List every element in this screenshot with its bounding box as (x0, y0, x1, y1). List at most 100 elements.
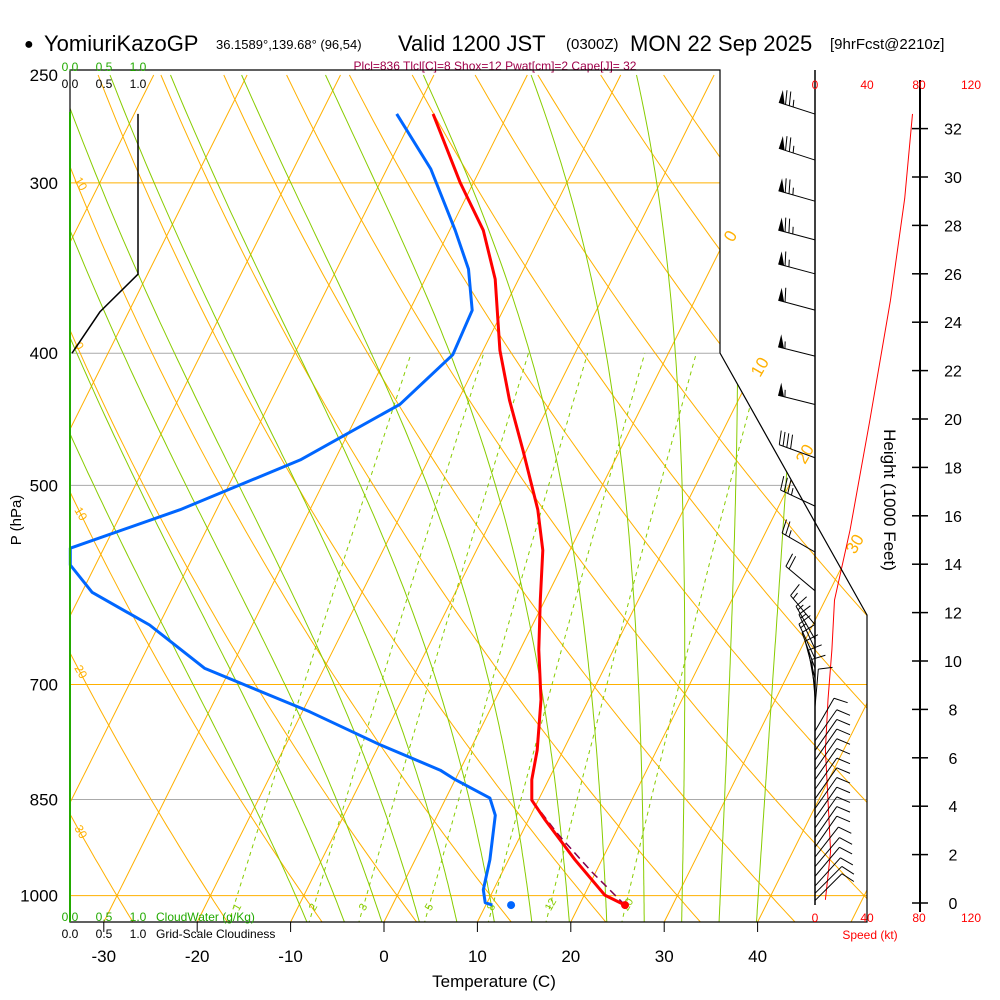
isotherm-label: 30 (842, 531, 868, 557)
dry-adiabat-line (411, 74, 867, 922)
mixing-ratio-line (423, 353, 589, 922)
barb-staff (814, 757, 838, 790)
barb-feather (784, 217, 787, 232)
wind-barb (814, 718, 851, 751)
barb-feather (836, 757, 851, 765)
barb-feather (836, 806, 851, 813)
barb-pennant (778, 178, 785, 193)
pressure-tick-label: 700 (30, 676, 58, 695)
barb-feather (798, 605, 811, 615)
wind-barb (814, 709, 851, 742)
moist-adiabat-line (755, 74, 806, 922)
temperature-tick-label: 20 (561, 947, 580, 966)
barb-feather (788, 218, 791, 233)
mixing-ratio-label: 1 (231, 902, 244, 913)
isotherm-line (70, 74, 435, 922)
speed-tick-label-top: 120 (961, 78, 981, 92)
barb-feather (836, 738, 851, 745)
height-axis-label: Height (1000 Feet) (880, 429, 899, 571)
cloudiness-tick-top: 0.0 (62, 77, 79, 91)
wind-barb (795, 596, 816, 640)
wind-barb (778, 135, 816, 161)
wind-barb (778, 217, 816, 241)
pressure-tick-label: 850 (30, 790, 58, 809)
surface-dewpoint-dot (507, 901, 516, 910)
isotherm-line (70, 74, 248, 922)
temperature-tick-label: -30 (92, 947, 117, 966)
pressure-tick-label: 1000 (20, 887, 58, 906)
wind-barb (814, 697, 848, 732)
barb-feather (818, 666, 833, 670)
height-tick-label: 14 (944, 557, 962, 574)
barb-staff (778, 101, 816, 115)
moist-adiabat-line (241, 74, 533, 922)
pressure-tick-label: 300 (30, 174, 58, 193)
isotherm-label: 0 (720, 227, 741, 245)
height-tick-label: 8 (949, 702, 958, 719)
barb-feather (780, 475, 785, 491)
moist-adiabat-line (70, 74, 421, 922)
profiles: 1235812200102030100102030 (68, 89, 913, 913)
moist-adiabat-line (636, 74, 686, 922)
dry-adiabat-label: 20 (71, 663, 90, 682)
cloudiness-tick-bottom: 0.0 (62, 927, 79, 941)
isotherm-line (663, 74, 867, 922)
dry-adiabat-line (70, 74, 325, 922)
cloudiness-label: Grid-Scale Cloudiness (156, 927, 275, 941)
wind-barb (790, 583, 816, 626)
barb-pennant (778, 334, 784, 349)
barb-half-feather (790, 488, 794, 496)
wind-barb (778, 178, 816, 202)
temperature-tick-label: 30 (655, 947, 674, 966)
barb-staff (814, 846, 840, 877)
barb-feather (790, 583, 800, 596)
dry-adiabat-line (915, 75, 1000, 925)
dry-adiabat-line (537, 74, 867, 922)
wind-barb (814, 846, 853, 877)
pressure-tick-label: 250 (30, 66, 58, 85)
barb-staff (814, 857, 841, 887)
barb-staff (814, 796, 838, 829)
barb-feather (838, 826, 852, 834)
station-coords: 36.1589°,139.68° (96,54) (216, 37, 362, 52)
height-tick-label: 24 (944, 315, 962, 332)
barb-feather (788, 556, 797, 570)
mixing-ratio-label: 3 (357, 902, 370, 913)
pressure-tick-label: 400 (30, 344, 58, 363)
wind-barb (778, 430, 816, 459)
mixing-ratio-label: 2 (307, 902, 320, 913)
height-tick-label: 6 (949, 751, 958, 768)
moist-adiabat-line (718, 74, 739, 922)
barb-feather (781, 519, 787, 534)
wind-barb (814, 826, 852, 858)
speed-tick-label-top: 80 (912, 78, 926, 92)
speed-tick-label-bottom: 80 (912, 911, 926, 925)
barb-staff (798, 614, 816, 650)
dry-adiabat-line (663, 74, 867, 922)
wind-barb (801, 624, 816, 669)
dry-adiabat-line (160, 74, 704, 922)
wind-barb (814, 767, 851, 800)
mixing-ratio-line (227, 353, 412, 922)
cloud-water-tick-bottom: 0.0 (62, 910, 79, 924)
barb-half-feather (788, 530, 792, 538)
wind-barb (814, 738, 851, 771)
mixing-ratio-line (620, 353, 765, 922)
cloud-water-tick-top: 1.0 (130, 60, 147, 74)
wind-barb (814, 866, 855, 894)
barb-pennant (778, 135, 785, 151)
barb-feather (784, 251, 787, 266)
barb-feather (782, 431, 786, 447)
wind-barb (781, 519, 816, 553)
x-axis-label: Temperature (C) (432, 972, 556, 991)
barb-pennant (778, 217, 785, 232)
height-tick-label: 12 (944, 606, 962, 623)
barb-feather (801, 624, 815, 633)
speed-tick-label-top: 40 (860, 78, 874, 92)
valid-date: MON 22 Sep 2025 (630, 31, 812, 56)
barb-pennant (778, 382, 784, 397)
barb-half-feather (800, 623, 807, 629)
barb-feather (785, 553, 794, 567)
barb-pennant (778, 89, 785, 105)
